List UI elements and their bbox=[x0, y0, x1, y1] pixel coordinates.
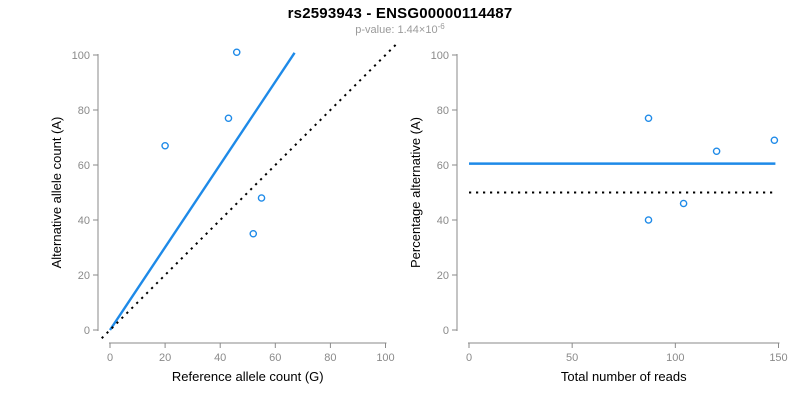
times-sign: × bbox=[418, 24, 426, 36]
y-tick-label: 80 bbox=[78, 105, 90, 117]
data-point bbox=[249, 229, 258, 238]
data-point bbox=[712, 147, 721, 156]
y-tick-label: 60 bbox=[437, 160, 449, 172]
identity-line bbox=[101, 43, 398, 339]
y-tick-label: 100 bbox=[431, 50, 449, 62]
x-tick-label: 80 bbox=[324, 352, 336, 364]
y-tick-label: 0 bbox=[443, 325, 449, 337]
y-tick-label: 40 bbox=[437, 215, 449, 227]
p-value-exponent: -6 bbox=[437, 22, 445, 31]
fit-line bbox=[109, 52, 296, 331]
left-scatter-panel: 0 20 40 60 80 100 0 20 40 60 80 100 Reference allele… bbox=[49, 43, 398, 384]
x-tick-label: 0 bbox=[466, 352, 472, 364]
data-point bbox=[770, 136, 779, 145]
x-tick-label: 40 bbox=[214, 352, 226, 364]
p-value-subtitle: p-value: 1.44×10-6 bbox=[0, 22, 800, 36]
p-value-base: 10 bbox=[425, 24, 438, 36]
y-tick-label: 20 bbox=[437, 270, 449, 282]
x-axis-title: Total number of reads bbox=[561, 369, 687, 384]
x-tick-label: 0 bbox=[107, 352, 113, 364]
y-tick-label: 100 bbox=[72, 50, 90, 62]
data-point bbox=[161, 141, 169, 150]
p-value-mantissa: 1.44 bbox=[397, 24, 419, 36]
y-tick-label: 80 bbox=[437, 105, 449, 117]
x-tick-label: 100 bbox=[376, 352, 394, 364]
x-tick-label: 150 bbox=[769, 352, 787, 364]
data-point bbox=[679, 199, 688, 208]
y-axis-title: Percentage alternative (A) bbox=[408, 117, 423, 268]
y-tick-label: 0 bbox=[84, 325, 90, 337]
p-value-label: p-value: bbox=[355, 24, 398, 36]
data-point bbox=[644, 114, 653, 123]
page-title: rs2593943 - ENSG00000114487 bbox=[287, 5, 513, 22]
y-tick-label: 40 bbox=[78, 215, 90, 227]
x-tick-label: 100 bbox=[666, 352, 684, 364]
data-point bbox=[224, 114, 233, 123]
data-point bbox=[644, 216, 653, 224]
right-scatter-panel: 0 20 40 60 80 100 0 50 100 150 Total number of rea… bbox=[408, 50, 788, 384]
data-point bbox=[232, 48, 241, 57]
x-tick-label: 50 bbox=[566, 352, 578, 364]
y-tick-label: 20 bbox=[78, 270, 90, 282]
data-point bbox=[257, 194, 266, 202]
x-tick-label: 60 bbox=[269, 352, 281, 364]
y-axis-title: Alternative allele count (A) bbox=[49, 117, 64, 269]
y-tick-label: 60 bbox=[78, 160, 90, 172]
x-tick-label: 20 bbox=[159, 352, 171, 364]
x-axis-title: Reference allele count (G) bbox=[172, 369, 324, 384]
